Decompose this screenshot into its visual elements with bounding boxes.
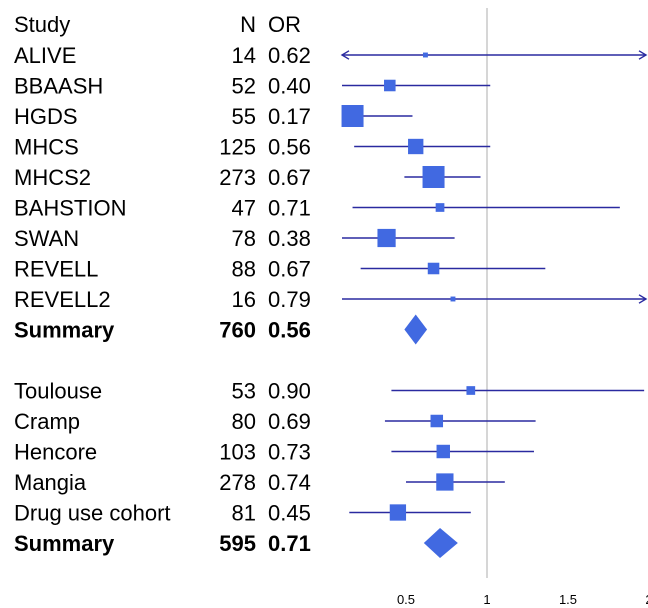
study-row: SWAN 78 0.38 [14, 226, 455, 251]
effect-marker [430, 414, 444, 428]
study-or: 0.69 [268, 409, 311, 434]
study-or: 0.62 [268, 43, 311, 68]
effect-marker [408, 138, 424, 155]
header-study: Study [14, 12, 70, 37]
study-name: Toulouse [14, 379, 102, 404]
study-or: 0.40 [268, 74, 311, 99]
study-or: 0.45 [268, 501, 311, 526]
study-name: REVELL2 [14, 287, 111, 312]
study-name: Hencore [14, 440, 97, 465]
x-tick-label: 1.5 [559, 592, 577, 607]
ci-arrow [638, 50, 648, 60]
study-n: 14 [232, 43, 256, 68]
header-or: OR [268, 12, 301, 37]
study-or: 0.38 [268, 226, 311, 251]
study-name: ALIVE [14, 43, 76, 68]
study-row: MHCS2 273 0.67 [14, 165, 481, 190]
study-or: 0.17 [268, 104, 311, 129]
study-name: SWAN [14, 226, 79, 251]
summary-or: 0.56 [268, 318, 311, 343]
study-name: MHCS2 [14, 165, 91, 190]
study-n: 81 [232, 501, 256, 526]
study-n: 16 [232, 287, 256, 312]
study-row: REVELL 88 0.67 [14, 257, 546, 282]
study-name: Mangia [14, 470, 87, 495]
study-n: 47 [232, 196, 256, 221]
study-or: 0.79 [268, 287, 311, 312]
summary-diamond [423, 528, 458, 558]
study-name: Drug use cohort [14, 501, 171, 526]
effect-marker [435, 203, 445, 212]
study-name: HGDS [14, 104, 78, 129]
x-axis: 0.5 1 1.5 2 [397, 592, 648, 607]
study-n: 52 [232, 74, 256, 99]
x-tick-label: 0.5 [397, 592, 415, 607]
study-n: 273 [219, 165, 256, 190]
study-n: 103 [219, 440, 256, 465]
study-n: 53 [232, 379, 256, 404]
study-row: Toulouse 53 0.90 [14, 379, 645, 404]
study-row: BAHSTION 47 0.71 [14, 196, 620, 221]
effect-marker [377, 228, 396, 248]
summary-row: Summary 595 0.71 [14, 528, 458, 558]
effect-marker [427, 262, 440, 275]
study-name: Cramp [14, 409, 80, 434]
study-or: 0.74 [268, 470, 311, 495]
study-name: REVELL [14, 257, 98, 282]
study-or: 0.56 [268, 135, 311, 160]
effect-marker [384, 79, 396, 92]
study-or: 0.67 [268, 257, 311, 282]
effect-marker [436, 444, 450, 459]
effect-marker [422, 166, 445, 188]
study-n: 125 [219, 135, 256, 160]
ci-arrow [638, 294, 648, 304]
study-or: 0.90 [268, 379, 311, 404]
study-row: MHCS 125 0.56 [14, 135, 491, 160]
effect-marker [341, 105, 364, 127]
study-row: Hencore 103 0.73 [14, 440, 534, 465]
study-n: 55 [232, 104, 256, 129]
summary-label: Summary [14, 531, 115, 556]
study-n: 80 [232, 409, 256, 434]
study-row: Drug use cohort 81 0.45 [14, 501, 471, 526]
summary-diamond [404, 314, 428, 345]
summary-n: 760 [219, 318, 256, 343]
study-row: BBAASH 52 0.40 [14, 74, 491, 99]
summary-label: Summary [14, 318, 115, 343]
study-or: 0.71 [268, 196, 311, 221]
study-row: Mangia 278 0.74 [14, 470, 505, 495]
study-or: 0.67 [268, 165, 311, 190]
study-row: ALIVE 14 0.62 [14, 43, 648, 68]
study-name: BAHSTION [14, 196, 126, 221]
effect-marker [389, 504, 407, 521]
summary-or: 0.71 [268, 531, 311, 556]
study-rows: ALIVE 14 0.62 BBAASH 52 0.40 HGDS 55 0.17 MHCS 125… [14, 43, 648, 558]
study-row: Cramp 80 0.69 [14, 409, 536, 434]
x-tick-label: 2 [645, 592, 648, 607]
x-tick-label: 1 [483, 592, 490, 607]
study-name: BBAASH [14, 74, 103, 99]
effect-marker [450, 296, 456, 302]
header-n: N [240, 12, 256, 37]
study-n: 78 [232, 226, 256, 251]
effect-marker [436, 473, 454, 491]
study-n: 278 [219, 470, 256, 495]
effect-marker [422, 52, 428, 58]
study-name: MHCS [14, 135, 79, 160]
ci-arrow [340, 50, 350, 60]
study-row: REVELL2 16 0.79 [14, 287, 648, 312]
summary-row: Summary 760 0.56 [14, 314, 428, 345]
effect-marker [466, 386, 476, 395]
study-or: 0.73 [268, 440, 311, 465]
study-row: HGDS 55 0.17 [14, 104, 413, 129]
study-n: 88 [232, 257, 256, 282]
summary-n: 595 [219, 531, 256, 556]
